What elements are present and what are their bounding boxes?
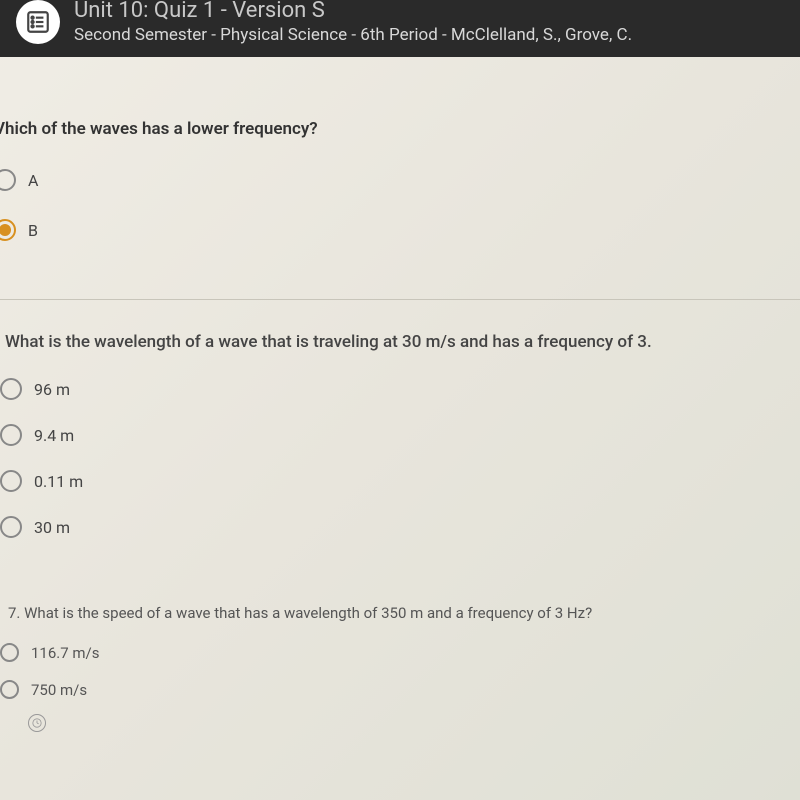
question-3-text: 7. What is the speed of a wave that has … (0, 576, 800, 634)
radio-unselected-icon[interactable] (0, 680, 19, 699)
q2-option-2[interactable]: 9.4 m (0, 412, 800, 458)
option-label: 750 m/s (31, 681, 87, 699)
quiz-subtitle: Second Semester - Physical Science - 6th… (74, 25, 632, 45)
option-label: A (28, 171, 38, 190)
q2-option-4[interactable]: 30 m (0, 504, 800, 550)
question-3: 7. What is the speed of a wave that has … (0, 574, 800, 756)
question-number: 7. (8, 604, 20, 622)
q3-option-2[interactable]: 750 m/s (0, 671, 800, 708)
q2-option-3[interactable]: 0.11 m (0, 458, 800, 504)
clock-icon (28, 714, 46, 732)
quiz-content: Vhich of the waves has a lower frequency… (0, 57, 800, 756)
option-label: 96 m (34, 380, 70, 399)
quiz-header: Unit 10: Quiz 1 - Version S Second Semes… (0, 0, 800, 57)
radio-unselected-icon[interactable] (0, 169, 16, 191)
radio-unselected-icon[interactable] (0, 424, 22, 446)
option-label: B (28, 221, 38, 240)
option-label: 9.4 m (34, 426, 74, 445)
quiz-title: Unit 10: Quiz 1 - Version S (74, 0, 632, 23)
question-text-content: What is the speed of a wave that has a w… (24, 604, 592, 622)
q3-option-1[interactable]: 116.7 m/s (0, 634, 800, 671)
question-2: . What is the wavelength of a wave that … (0, 306, 800, 574)
radio-unselected-icon[interactable] (0, 470, 22, 492)
radio-unselected-icon[interactable] (0, 643, 19, 662)
question-1: Vhich of the waves has a lower frequency… (0, 57, 800, 279)
radio-unselected-icon[interactable] (0, 378, 22, 400)
q1-option-b[interactable]: B (0, 205, 800, 255)
list-icon (16, 0, 60, 44)
question-divider (0, 299, 800, 300)
q1-option-a[interactable]: A (0, 155, 800, 205)
q2-option-1[interactable]: 96 m (0, 366, 800, 412)
question-1-text: Vhich of the waves has a lower frequency… (0, 75, 800, 155)
radio-unselected-icon[interactable] (0, 516, 22, 538)
option-label: 30 m (34, 518, 70, 537)
radio-selected-icon[interactable] (0, 219, 16, 241)
question-2-text: . What is the wavelength of a wave that … (0, 312, 800, 366)
option-label: 116.7 m/s (31, 644, 99, 662)
option-label: 0.11 m (34, 472, 83, 491)
